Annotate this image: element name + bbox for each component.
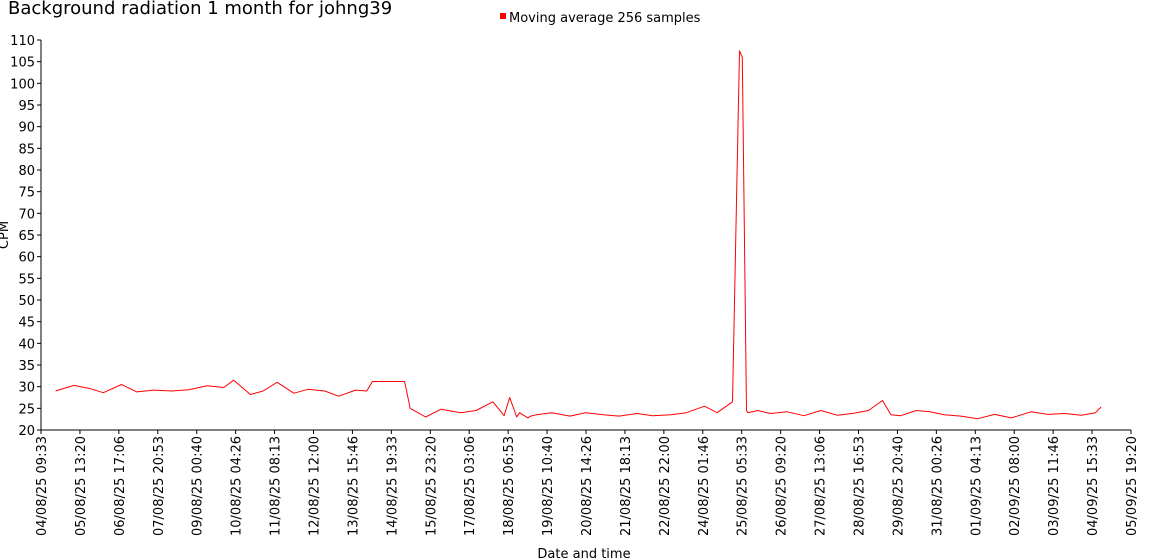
- y-tick-label: 50: [18, 294, 35, 309]
- x-tick-label: 05/08/25 13:20: [74, 436, 89, 536]
- x-tick-label: 01/09/25 04:13: [969, 436, 984, 536]
- y-tick-label: 70: [18, 207, 35, 222]
- x-tick-label: 05/09/25 19:20: [1125, 436, 1140, 536]
- series-layer: [55, 50, 1102, 420]
- x-tick-label: 22/08/25 22:00: [658, 436, 673, 536]
- legend: Moving average 256 samples: [500, 11, 701, 26]
- y-tick-label: 55: [18, 272, 35, 287]
- y-tick-label: 90: [18, 121, 35, 136]
- y-tick-label: 45: [18, 316, 35, 331]
- x-tick-label: 04/08/25 09:33: [35, 436, 50, 536]
- chart-title: Background radiation 1 month for johng39: [8, 0, 393, 19]
- y-tick-label: 100: [10, 77, 35, 92]
- y-tick-label: 65: [18, 229, 35, 244]
- y-tick-label: 85: [18, 142, 35, 157]
- x-tick-label: 15/08/25 23:20: [424, 436, 439, 536]
- y-tick-label: 35: [18, 359, 35, 374]
- x-tick-label: 25/08/25 05:33: [736, 436, 751, 536]
- y-tick-label: 75: [18, 186, 35, 201]
- x-axis-label: Date and time: [537, 547, 630, 560]
- x-tick-label: 17/08/25 03:06: [463, 436, 478, 536]
- y-tick-label: 40: [18, 337, 35, 352]
- x-tick-label: 03/09/25 11:46: [1047, 436, 1062, 536]
- y-tick-label: 80: [18, 164, 35, 179]
- x-tick-label: 19/08/25 10:40: [541, 436, 556, 536]
- y-tick-label: 25: [18, 402, 35, 417]
- series-line-moving-average: [55, 50, 1102, 420]
- x-tick-label: 26/08/25 09:20: [775, 436, 790, 536]
- y-ticks: 20 25 30 35 40 45 50 55 60 65 70 75 80 85 90 95 100 105 11…: [10, 34, 41, 439]
- y-axis-label: CPM: [0, 221, 12, 249]
- axes: [40, 40, 1131, 431]
- y-tick-label: 30: [18, 381, 35, 396]
- x-tick-label: 09/08/25 00:40: [191, 436, 206, 536]
- x-tick-label: 11/08/25 08:13: [269, 436, 284, 536]
- y-tick-label: 110: [10, 34, 35, 49]
- x-tick-label: 12/08/25 12:00: [308, 436, 323, 536]
- x-tick-label: 14/08/25 19:33: [385, 436, 400, 536]
- x-tick-label: 21/08/25 18:13: [619, 436, 634, 536]
- x-tick-label: 18/08/25 06:53: [502, 436, 517, 536]
- y-tick-label: 20: [18, 424, 35, 439]
- y-tick-label: 95: [18, 99, 35, 114]
- x-ticks: 04/08/25 09:33 05/08/25 13:20 06/08/25 17:…: [35, 430, 1140, 536]
- x-tick-label: 29/08/25 20:40: [891, 436, 906, 536]
- x-tick-label: 27/08/25 13:06: [814, 436, 829, 536]
- x-tick-label: 28/08/25 16:53: [852, 436, 867, 536]
- x-tick-label: 10/08/25 04:26: [230, 436, 245, 536]
- x-tick-label: 13/08/25 15:46: [346, 436, 361, 536]
- x-tick-label: 07/08/25 20:53: [152, 436, 167, 536]
- x-tick-label: 31/08/25 00:26: [930, 436, 945, 536]
- y-tick-label: 60: [18, 251, 35, 266]
- x-tick-label: 04/09/25 15:33: [1086, 436, 1101, 536]
- x-tick-label: 24/08/25 01:46: [697, 436, 712, 536]
- y-tick-label: 105: [10, 56, 35, 71]
- legend-label: Moving average 256 samples: [509, 11, 701, 26]
- legend-swatch: [500, 13, 506, 19]
- x-tick-label: 06/08/25 17:06: [113, 436, 128, 536]
- x-tick-label: 02/09/25 08:00: [1008, 436, 1023, 536]
- x-tick-label: 20/08/25 14:26: [580, 436, 595, 536]
